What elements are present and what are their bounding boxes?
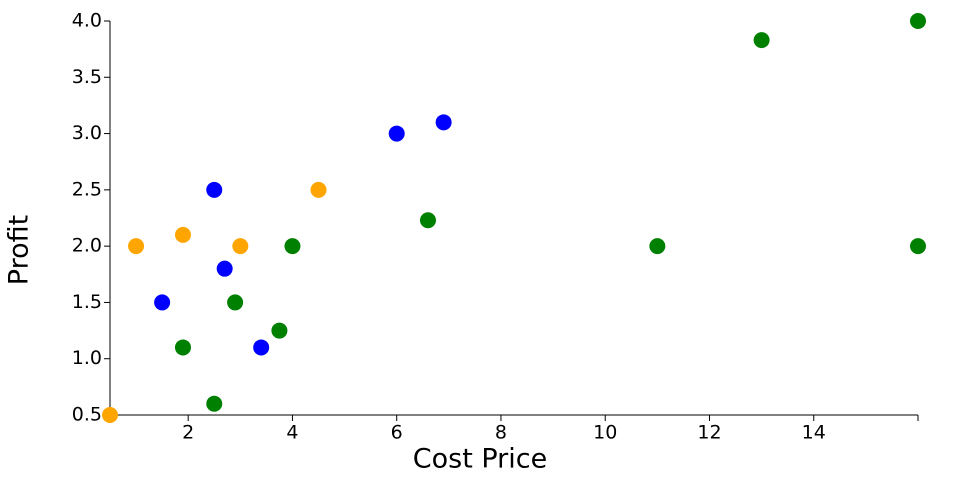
y-tick-label: 2.0 [72,235,102,257]
scatter-point [253,339,270,356]
scatter-point [419,212,436,229]
y-axis-label: Profit [4,215,35,285]
scatter-point [227,294,244,311]
scatter-point [206,181,223,198]
x-tick-label: 6 [391,422,403,444]
y-tick-label: 1.5 [72,291,102,313]
x-tick-label: 8 [495,422,507,444]
scatter-point [232,238,249,255]
scatter-point [388,125,405,142]
x-tick-label: 12 [697,422,721,444]
scatter-point [284,238,301,255]
x-axis-label: Cost Price [413,444,547,475]
scatter-point [753,32,770,49]
scatter-point [649,238,666,255]
scatter-point [435,114,452,131]
y-tick-label: 3.5 [72,66,102,88]
scatter-point [206,395,223,412]
scatter-point [910,238,926,255]
scatter-point [174,339,191,356]
y-tick-label: 0.5 [72,404,102,426]
scatter-point [128,238,145,255]
x-tick-label: 14 [802,422,826,444]
y-tick-label: 1.0 [72,347,102,369]
x-tick-label: 10 [593,422,617,444]
scatter-point [216,260,233,277]
y-tick-label: 2.5 [72,178,102,200]
scatter-point [154,294,171,311]
scatter-point [310,181,327,198]
x-tick-label: 2 [182,422,194,444]
y-tick-label: 4.0 [72,10,102,32]
scatter-point [910,13,926,29]
scatter-point [102,407,118,423]
scatter-point [271,322,288,339]
x-tick-label: 4 [286,422,298,444]
scatter-point [174,226,191,243]
y-tick-label: 3.0 [72,122,102,144]
